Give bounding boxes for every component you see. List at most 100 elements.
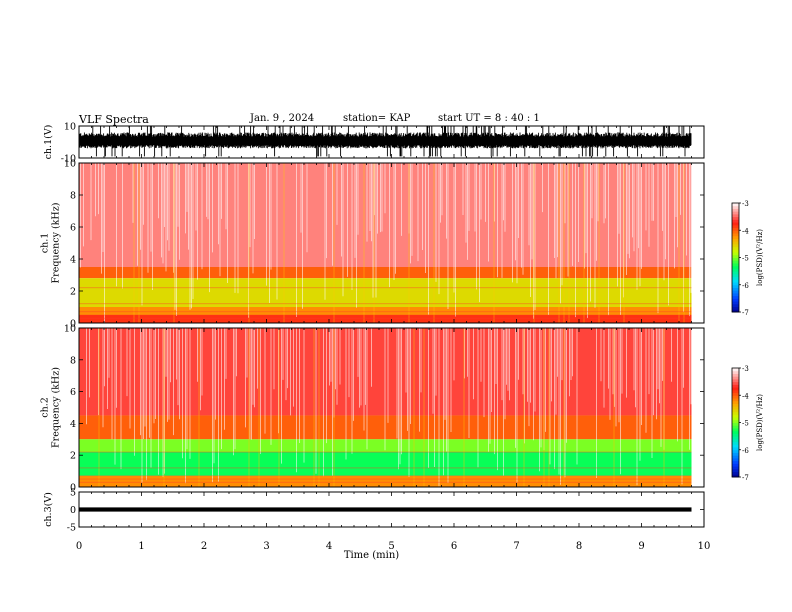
colorbar-step bbox=[732, 208, 739, 212]
x-tick-label: 10 bbox=[698, 541, 711, 552]
colorbar-step bbox=[732, 411, 739, 415]
colorbar-step bbox=[732, 309, 739, 313]
x-tick-label: 8 bbox=[576, 541, 582, 552]
colorbar-tick-label: -3 bbox=[742, 200, 749, 208]
colorbar-tick-label: -4 bbox=[742, 227, 749, 235]
colorbar-step bbox=[732, 205, 739, 209]
colorbar-step bbox=[732, 235, 739, 239]
colorbar-step bbox=[732, 368, 739, 372]
colorbar-step bbox=[732, 427, 739, 432]
colorbar-step bbox=[732, 292, 739, 297]
ch1-spectrogram-tick-label: 2 bbox=[70, 287, 76, 298]
ch2-spectrogram-tick-label: 2 bbox=[70, 451, 76, 462]
station-label: station= KAP bbox=[343, 113, 411, 124]
colorbar-step bbox=[732, 243, 739, 248]
colorbar-label-text: log(PSD)(V²/Hz) bbox=[756, 229, 764, 286]
colorbar-step bbox=[732, 222, 739, 226]
y-axis-label-line: ch.1(V) bbox=[43, 125, 54, 160]
start-time-label: start UT = 8 : 40 : 1 bbox=[438, 113, 540, 124]
colorbar-step bbox=[732, 252, 739, 256]
ch3-waveform-trace bbox=[79, 507, 692, 512]
ch1-spectrogram-tick-label: 8 bbox=[70, 191, 76, 202]
colorbar-step bbox=[732, 219, 739, 223]
ch1-waveform-trace bbox=[78, 126, 692, 157]
colorbar-step bbox=[732, 389, 739, 394]
colorbar-step bbox=[732, 232, 739, 237]
ch2-spectrogram-tick-label: 6 bbox=[70, 387, 76, 398]
ch1-waveform-tick-label: 10 bbox=[64, 122, 76, 133]
ch2-spectrogram-tick-label: 10 bbox=[64, 324, 76, 335]
colorbar-step bbox=[732, 268, 739, 272]
colorbar-step bbox=[732, 452, 739, 456]
colorbar-step bbox=[732, 254, 739, 258]
date-label: Jan. 9 , 2024 bbox=[250, 113, 315, 124]
x-tick-label: 7 bbox=[513, 541, 519, 552]
ch1-spectrogram-band bbox=[79, 278, 692, 307]
plot-title: VLF Spectra bbox=[79, 113, 149, 126]
x-tick-label: 9 bbox=[638, 541, 644, 552]
x-tick-label: 6 bbox=[451, 541, 457, 552]
ch2-spectrogram-tick-label: 8 bbox=[70, 355, 76, 366]
colorbar-step bbox=[732, 463, 739, 467]
colorbar-step bbox=[732, 287, 739, 291]
ch1-spectrogram-bursts bbox=[133, 163, 685, 323]
colorbar-tick-label: -7 bbox=[742, 309, 749, 317]
ch2-spectrogram-image bbox=[79, 328, 692, 487]
ch2-spectrogram-colorbar: -3 -4 -5 -6 -7 log(PSD)(V²/Hz) bbox=[731, 365, 764, 482]
colorbar-tick-label: -7 bbox=[742, 474, 749, 482]
colorbar-step bbox=[732, 436, 739, 440]
colorbar-step bbox=[732, 260, 739, 264]
y-axis-label-line: Frequency (kHz) bbox=[51, 367, 62, 448]
colorbar-step bbox=[732, 373, 739, 377]
x-tick-label: 0 bbox=[76, 541, 82, 552]
colorbar-step bbox=[732, 238, 739, 242]
colorbar-step bbox=[732, 227, 739, 231]
colorbar-step bbox=[732, 246, 739, 250]
ch3-waveform-tick-label: 5 bbox=[70, 488, 76, 499]
colorbar-step bbox=[732, 257, 739, 261]
colorbar-step bbox=[732, 455, 739, 459]
ch2-spectrogram-bursts bbox=[98, 328, 665, 487]
colorbar-step bbox=[732, 403, 739, 407]
colorbar-step bbox=[732, 414, 739, 418]
colorbar-step bbox=[732, 417, 739, 421]
ch1-spectrogram-band bbox=[79, 307, 692, 315]
colorbar-step bbox=[732, 301, 739, 305]
ch3-waveform-ylabel: ch.3(V) bbox=[43, 492, 54, 527]
ch1-spectrogram-texture bbox=[80, 163, 692, 323]
colorbar-step bbox=[732, 241, 739, 245]
colorbar-step bbox=[732, 384, 739, 388]
x-axis-label: Time (min) bbox=[344, 550, 399, 561]
ch1-spectrogram-image bbox=[79, 163, 692, 323]
colorbar-step bbox=[732, 203, 739, 207]
colorbar-step bbox=[732, 400, 739, 404]
colorbar-step bbox=[732, 230, 739, 234]
colorbar-step bbox=[732, 387, 739, 391]
x-tick-label: 1 bbox=[138, 541, 144, 552]
colorbar-tick-label: -6 bbox=[742, 447, 749, 455]
colorbar-step bbox=[732, 271, 739, 275]
colorbar-step bbox=[732, 290, 739, 294]
colorbar-tick-label: -5 bbox=[742, 420, 749, 428]
colorbar-step bbox=[732, 408, 739, 413]
ch2-spectrogram-band bbox=[79, 452, 692, 476]
colorbar-step bbox=[732, 447, 739, 451]
x-tick-label: 5 bbox=[388, 541, 394, 552]
colorbar-step bbox=[732, 392, 739, 396]
colorbar-tick-label: -6 bbox=[742, 282, 749, 290]
ch1-spectrogram-ylabel: ch.1 Frequency (kHz) bbox=[40, 203, 62, 284]
colorbar-step bbox=[732, 433, 739, 437]
colorbar-tick-label: -5 bbox=[742, 255, 749, 263]
colorbar-step bbox=[732, 211, 739, 215]
colorbar-step bbox=[732, 468, 739, 473]
colorbar-step bbox=[732, 466, 739, 470]
colorbar-label: log(PSD)(V²/Hz) bbox=[756, 394, 764, 451]
colorbar-step bbox=[732, 438, 739, 443]
x-tick-label: 4 bbox=[326, 541, 332, 552]
colorbar-step bbox=[732, 276, 739, 280]
colorbar-label-text: log(PSD)(V²/Hz) bbox=[756, 394, 764, 451]
colorbar-tick-label: -4 bbox=[742, 392, 749, 400]
colorbar-step bbox=[732, 460, 739, 464]
colorbar-step bbox=[732, 303, 739, 308]
